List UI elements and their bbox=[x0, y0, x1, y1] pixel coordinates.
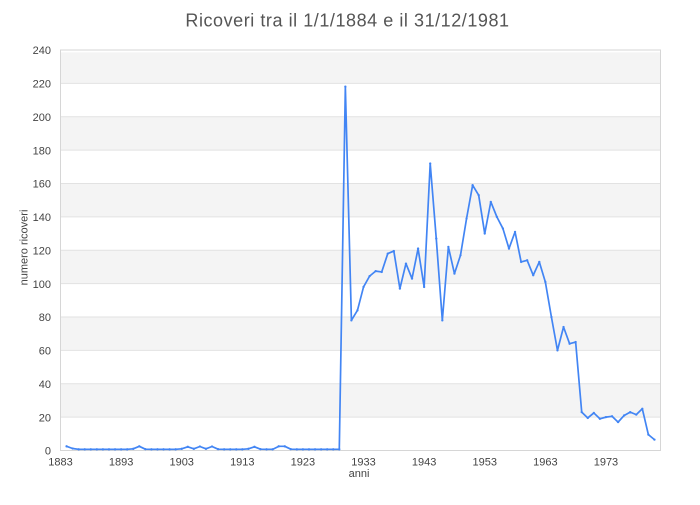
svg-text:160: 160 bbox=[33, 179, 51, 191]
svg-text:1973: 1973 bbox=[594, 457, 618, 469]
svg-text:60: 60 bbox=[39, 346, 51, 358]
svg-text:100: 100 bbox=[33, 279, 51, 291]
svg-text:200: 200 bbox=[33, 112, 51, 124]
svg-text:1923: 1923 bbox=[291, 457, 315, 469]
svg-text:1943: 1943 bbox=[412, 457, 436, 469]
svg-text:1893: 1893 bbox=[109, 457, 133, 469]
svg-text:20: 20 bbox=[39, 412, 51, 424]
svg-text:1963: 1963 bbox=[533, 457, 557, 469]
svg-text:numero ricoveri: numero ricoveri bbox=[19, 210, 31, 286]
svg-text:180: 180 bbox=[33, 145, 51, 157]
svg-text:1953: 1953 bbox=[472, 457, 496, 469]
svg-text:1903: 1903 bbox=[169, 457, 193, 469]
svg-text:Ricoveri tra il 1/1/1884 e il: Ricoveri tra il 1/1/1884 e il 31/12/1981 bbox=[185, 11, 509, 31]
svg-text:140: 140 bbox=[33, 212, 51, 224]
svg-text:1933: 1933 bbox=[351, 457, 375, 469]
svg-text:1883: 1883 bbox=[48, 457, 72, 469]
svg-text:40: 40 bbox=[39, 379, 51, 391]
svg-text:1913: 1913 bbox=[230, 457, 254, 469]
svg-text:0: 0 bbox=[45, 446, 51, 458]
svg-text:anni: anni bbox=[349, 468, 370, 480]
svg-text:220: 220 bbox=[33, 79, 51, 91]
svg-text:240: 240 bbox=[33, 45, 51, 57]
svg-text:80: 80 bbox=[39, 312, 51, 324]
svg-text:120: 120 bbox=[33, 245, 51, 257]
